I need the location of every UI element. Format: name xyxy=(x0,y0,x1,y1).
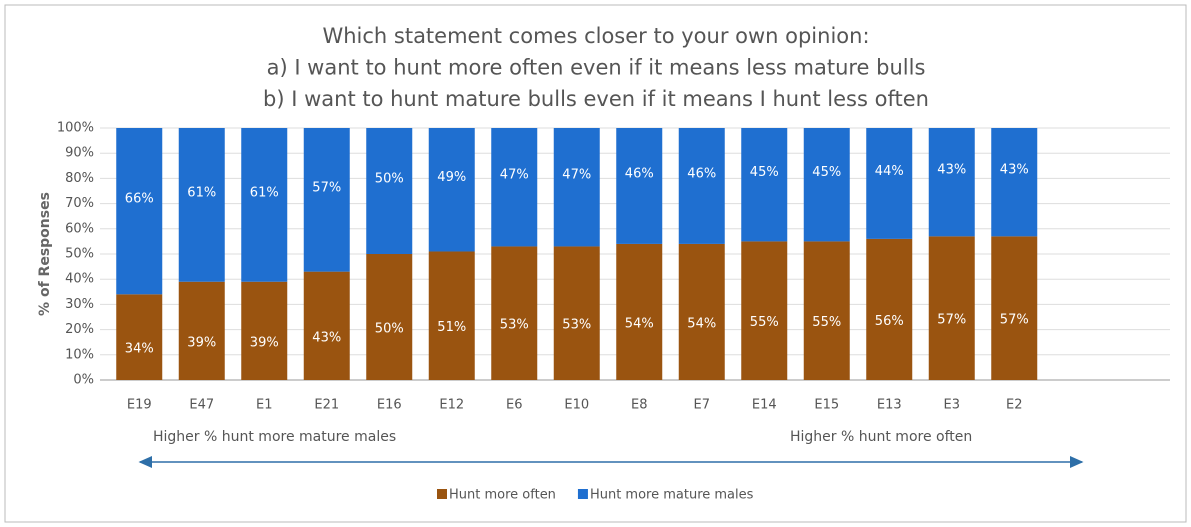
data-label: 49% xyxy=(437,170,466,185)
data-label: 47% xyxy=(562,168,591,183)
bar-segment xyxy=(553,246,600,380)
annotation: Higher % hunt more mature males xyxy=(153,429,396,445)
x-tick-label: E16 xyxy=(377,398,402,413)
bar-segment xyxy=(303,271,350,380)
y-tick-label: 70% xyxy=(65,196,94,211)
data-label: 43% xyxy=(1000,163,1029,178)
x-tick-label: E12 xyxy=(439,398,464,413)
chart-title: b) I want to hunt mature bulls even if i… xyxy=(263,87,929,111)
bar-segment xyxy=(991,128,1038,237)
y-tick-label: 0% xyxy=(73,373,94,388)
x-tick-label: E1 xyxy=(256,398,273,413)
data-label: 39% xyxy=(250,335,279,350)
data-label: 46% xyxy=(625,166,654,181)
data-label: 53% xyxy=(562,318,591,333)
y-tick-label: 100% xyxy=(57,121,94,136)
data-label: 51% xyxy=(437,320,466,335)
bar-segment xyxy=(491,246,538,380)
bar-segment xyxy=(178,128,225,282)
data-label: 44% xyxy=(875,164,904,179)
legend-swatch xyxy=(437,489,447,499)
y-tick-label: 30% xyxy=(65,297,94,312)
x-tick-label: E47 xyxy=(189,398,214,413)
bar-segment xyxy=(866,128,913,239)
chart-title: a) I want to hunt more often even if it … xyxy=(267,56,926,80)
legend-label: Hunt more mature males xyxy=(590,488,754,503)
bar-segment xyxy=(116,294,163,380)
bar-segment xyxy=(116,128,163,295)
data-label: 54% xyxy=(687,316,716,331)
bar-segment xyxy=(616,243,663,380)
bar-segment xyxy=(928,236,975,380)
legend-label: Hunt more often xyxy=(449,488,556,503)
x-tick-label: E10 xyxy=(564,398,589,413)
y-axis-label: % of Responses xyxy=(37,192,53,316)
data-label: 57% xyxy=(937,313,966,328)
data-label: 43% xyxy=(312,330,341,345)
bar-segment xyxy=(428,128,475,252)
annotation: Higher % hunt more often xyxy=(790,429,972,445)
bar-segment xyxy=(303,128,350,272)
bar-segment xyxy=(366,254,413,380)
bar-segment xyxy=(991,236,1038,380)
y-tick-label: 60% xyxy=(65,221,94,236)
bar-segment xyxy=(553,128,600,247)
bar-segment xyxy=(678,128,725,244)
y-tick-label: 10% xyxy=(65,347,94,362)
data-label: 34% xyxy=(125,342,154,357)
bar-segment xyxy=(491,128,538,247)
data-label: 56% xyxy=(875,314,904,329)
bar-segment xyxy=(241,128,288,282)
y-tick-label: 50% xyxy=(65,247,94,262)
x-tick-label: E13 xyxy=(877,398,902,413)
y-tick-label: 90% xyxy=(65,146,94,161)
x-tick-label: E15 xyxy=(814,398,839,413)
data-label: 43% xyxy=(937,163,966,178)
bar-segment xyxy=(741,128,788,242)
data-label: 54% xyxy=(625,316,654,331)
data-label: 57% xyxy=(312,180,341,195)
bar-segment xyxy=(366,128,413,254)
data-label: 50% xyxy=(375,172,404,187)
x-tick-label: E19 xyxy=(127,398,152,413)
data-label: 47% xyxy=(500,168,529,183)
data-label: 45% xyxy=(812,165,841,180)
data-label: 61% xyxy=(187,185,216,200)
x-tick-label: E2 xyxy=(1006,398,1023,413)
data-label: 50% xyxy=(375,322,404,337)
bar-segment xyxy=(741,241,788,380)
data-label: 66% xyxy=(125,192,154,207)
data-label: 55% xyxy=(812,315,841,330)
x-tick-label: E7 xyxy=(694,398,711,413)
y-tick-label: 80% xyxy=(65,171,94,186)
bar-segment xyxy=(678,243,725,380)
data-label: 45% xyxy=(750,165,779,180)
x-tick-label: E8 xyxy=(631,398,648,413)
x-tick-label: E14 xyxy=(752,398,777,413)
bar-segment xyxy=(178,281,225,380)
bar-segment xyxy=(616,128,663,244)
data-label: 61% xyxy=(250,185,279,200)
x-tick-label: E21 xyxy=(314,398,339,413)
bar-segment xyxy=(928,128,975,237)
data-label: 55% xyxy=(750,315,779,330)
data-label: 53% xyxy=(500,318,529,333)
y-tick-label: 20% xyxy=(65,322,94,337)
data-label: 39% xyxy=(187,335,216,350)
bar-segment xyxy=(803,128,850,242)
bar-segment xyxy=(241,281,288,380)
x-tick-label: E3 xyxy=(944,398,961,413)
data-label: 57% xyxy=(1000,313,1029,328)
chart-title: Which statement comes closer to your own… xyxy=(322,24,869,48)
bar-segment xyxy=(866,238,913,380)
legend-swatch xyxy=(577,489,588,499)
bar-segment xyxy=(428,251,475,380)
data-label: 46% xyxy=(687,166,716,181)
x-tick-label: E6 xyxy=(506,398,523,413)
y-tick-label: 40% xyxy=(65,272,94,287)
bar-segment xyxy=(803,241,850,380)
